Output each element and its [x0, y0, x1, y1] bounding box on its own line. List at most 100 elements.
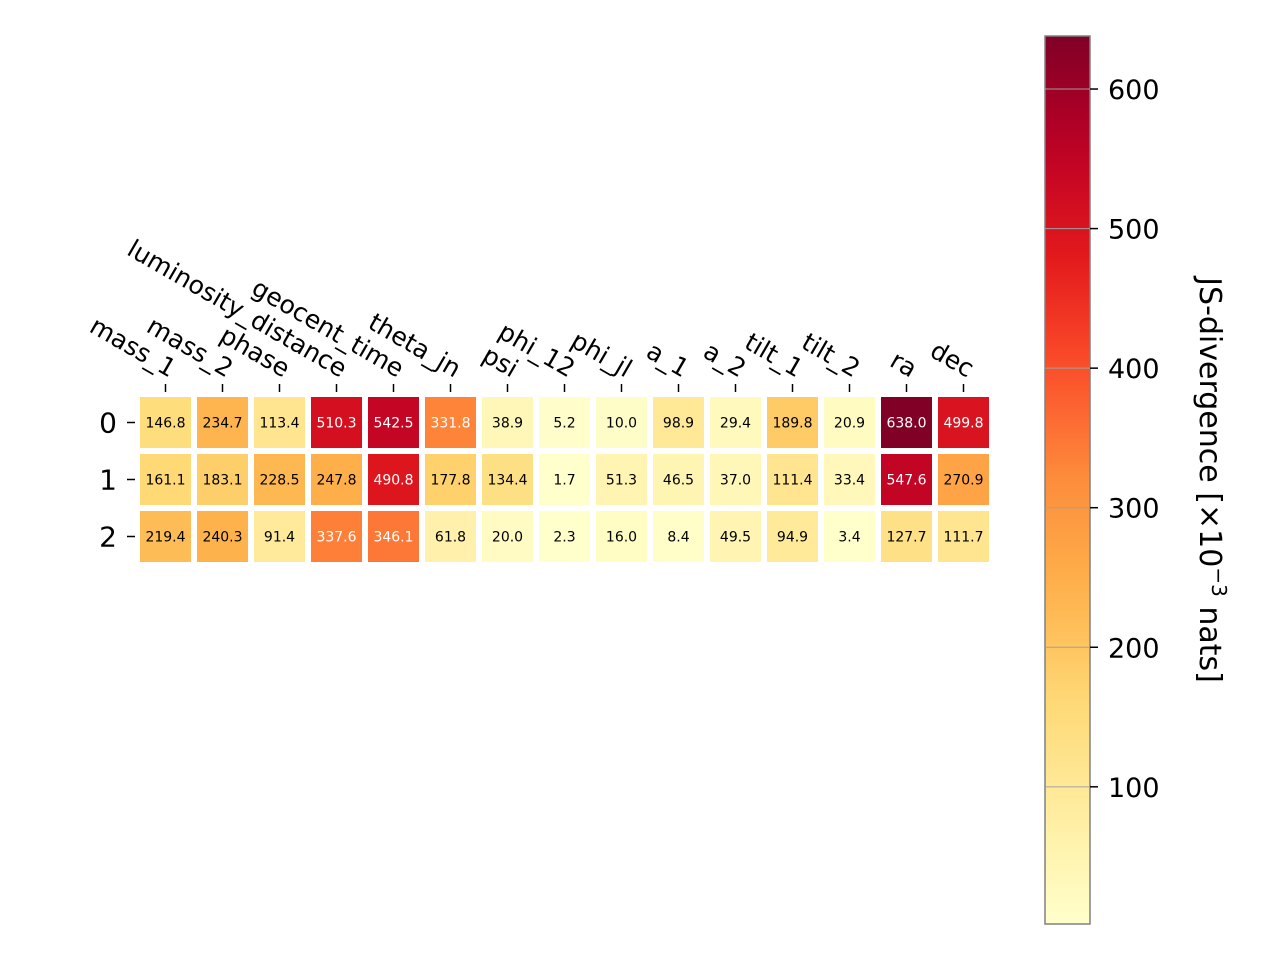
heatmap-cell	[653, 511, 704, 562]
cell-value-label: 219.4	[145, 530, 185, 546]
cell-value-label: 161.1	[145, 473, 185, 489]
heatmap-cell	[710, 397, 761, 448]
cell-value-label: 337.6	[316, 530, 356, 546]
cell-value-label: 16.0	[606, 530, 637, 546]
cell-value-label: 177.8	[430, 473, 470, 489]
cell-value-label: 189.8	[772, 416, 812, 432]
cell-value-label: 127.7	[886, 530, 926, 546]
heatmap-cell	[140, 511, 191, 562]
column-label: tilt_1	[740, 327, 808, 383]
colorbar-label-text: JS-divergence [×10	[1192, 275, 1227, 567]
colorbar-tick-label: 500	[1108, 215, 1160, 246]
row-label: 1	[99, 464, 117, 497]
heatmap-cell	[653, 454, 704, 505]
cell-value-label: 111.4	[772, 473, 812, 489]
cell-value-label: 1.7	[553, 473, 575, 489]
heatmap-cell	[938, 511, 989, 562]
colorbar-tick-label: 200	[1108, 633, 1160, 664]
cell-value-label: 510.3	[316, 416, 356, 432]
cell-value-label: 270.9	[943, 473, 983, 489]
cell-value-label: 638.0	[886, 416, 926, 432]
heatmap-cell	[767, 397, 818, 448]
cell-value-label: 46.5	[663, 473, 694, 489]
heatmap-cell	[254, 397, 305, 448]
heatmap-cell	[425, 454, 476, 505]
colorbar: 100 200 300 400 500 600 JS-divergence [×10−3 …	[1044, 35, 1231, 925]
column-label: a_2	[699, 336, 751, 383]
heatmap-cell	[881, 454, 932, 505]
heatmap-cell	[824, 397, 875, 448]
cell-value-label: 499.8	[943, 416, 983, 432]
heatmap-cell	[368, 511, 419, 562]
heatmap-cell	[197, 511, 248, 562]
heatmap-cell	[653, 397, 704, 448]
heatmap-cell	[197, 454, 248, 505]
heatmap-cell	[881, 397, 932, 448]
cell-value-label: 29.4	[720, 416, 751, 432]
heatmap-cell	[824, 454, 875, 505]
cell-value-label: 542.5	[373, 416, 413, 432]
cell-value-label: 10.0	[606, 416, 637, 432]
heatmap-cell	[938, 454, 989, 505]
heatmap-cell	[881, 511, 932, 562]
heatmap-cell	[596, 454, 647, 505]
cell-value-label: 20.0	[492, 530, 523, 546]
colorbar-ticks: 100 200 300 400 500 600	[1045, 75, 1160, 804]
heatmap-cell	[539, 511, 590, 562]
cell-value-label: 3.4	[838, 530, 860, 546]
cell-value-label: 234.7	[202, 416, 242, 432]
heatmap-cell	[710, 454, 761, 505]
column-label: phi_jl	[566, 326, 637, 384]
heatmap-cell	[539, 454, 590, 505]
heatmap-cell	[767, 454, 818, 505]
column-label: a_1	[642, 336, 694, 383]
column-label: ra	[885, 345, 922, 383]
colorbar-label-suffix: nats]	[1192, 597, 1227, 683]
heatmap-cell	[368, 454, 419, 505]
heatmap-cell	[311, 511, 362, 562]
heatmap-cell	[311, 454, 362, 505]
heatmap-cell	[311, 397, 362, 448]
heatmap-cell	[197, 397, 248, 448]
cell-value-label: 331.8	[430, 416, 470, 432]
cell-value-label: 113.4	[259, 416, 299, 432]
cell-value-label: 61.8	[435, 530, 466, 546]
heatmap-cell	[368, 397, 419, 448]
colorbar-tick-label: 600	[1108, 75, 1160, 106]
row-label: 2	[99, 521, 117, 554]
cell-value-label: 228.5	[259, 473, 299, 489]
cell-value-label: 111.7	[943, 530, 983, 546]
cell-value-label: 8.4	[667, 530, 689, 546]
cell-value-label: 5.2	[553, 416, 575, 432]
heatmap-cell	[254, 454, 305, 505]
cell-value-label: 94.9	[777, 530, 808, 546]
colorbar-label: JS-divergence [×10−3 nats]	[1192, 275, 1231, 683]
heatmap-cell	[482, 397, 533, 448]
heatmap-cell	[140, 397, 191, 448]
heatmap-cell	[596, 397, 647, 448]
cell-value-label: 146.8	[145, 416, 185, 432]
heatmap-cell	[938, 397, 989, 448]
heatmap-cell	[482, 454, 533, 505]
column-label: dec	[926, 336, 979, 384]
colorbar-tick-label: 400	[1108, 354, 1160, 385]
cell-value-label: 20.9	[834, 416, 865, 432]
row-label: 0	[99, 407, 117, 440]
heatmap-cell	[824, 511, 875, 562]
cell-value-label: 240.3	[202, 530, 242, 546]
cell-value-label: 91.4	[264, 530, 295, 546]
cell-value-label: 33.4	[834, 473, 865, 489]
cell-value-label: 547.6	[886, 473, 926, 489]
column-axis: mass_1mass_2phaseluminosity_distancegeoc…	[85, 234, 979, 392]
cell-value-label: 38.9	[492, 416, 523, 432]
heatmap-cell	[425, 511, 476, 562]
cell-value-label: 98.9	[663, 416, 694, 432]
heatmap-cell	[254, 511, 305, 562]
cell-value-label: 134.4	[487, 473, 527, 489]
heatmap-cell	[539, 397, 590, 448]
heatmap-cell	[710, 511, 761, 562]
heatmap-cell	[596, 511, 647, 562]
colorbar-gradient	[1044, 35, 1091, 925]
colorbar-tick-label: 100	[1108, 773, 1160, 804]
cell-value-label: 346.1	[373, 530, 413, 546]
